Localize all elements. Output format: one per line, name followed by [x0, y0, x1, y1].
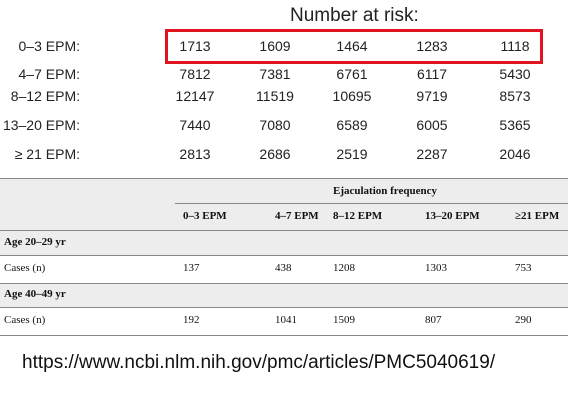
- cell-value: 2046: [499, 146, 531, 162]
- cell-value: 1609: [259, 38, 291, 54]
- cell-value: 6117: [416, 66, 448, 82]
- row-label: Cases (n): [4, 314, 46, 326]
- cell-value: 1303: [425, 262, 447, 274]
- cell-value: 1283: [416, 38, 448, 54]
- rule: [0, 283, 568, 284]
- cell-value: 6761: [336, 66, 368, 82]
- section-bg: [0, 283, 568, 307]
- highlight-box: [165, 29, 543, 64]
- cell-value: 2686: [259, 146, 291, 162]
- cell-value: 6589: [336, 117, 368, 133]
- column-header: 8–12 EPM: [333, 210, 383, 222]
- cell-value: 8573: [499, 88, 531, 104]
- rule: [0, 255, 568, 256]
- column-header: ≥21 EPM: [515, 210, 560, 222]
- cell-value: 5365: [499, 117, 531, 133]
- cell-value: 1713: [179, 38, 211, 54]
- cell-value: 7381: [259, 66, 291, 82]
- cell-value: 2519: [336, 146, 368, 162]
- section-label: Age 40–49 yr: [4, 288, 66, 300]
- cell-value: 1208: [333, 262, 355, 274]
- cell-value: 6005: [416, 117, 448, 133]
- column-header: 13–20 EPM: [425, 210, 480, 222]
- cell-value: 7440: [179, 117, 211, 133]
- row-label: Cases (n): [4, 262, 46, 274]
- cell-value: 12147: [175, 88, 215, 104]
- cell-value: 1118: [500, 38, 530, 54]
- column-header: 4–7 EPM: [275, 210, 319, 222]
- table-header-bg: [0, 178, 568, 230]
- cell-value: 290: [515, 314, 532, 326]
- rule: [0, 178, 568, 179]
- cell-value: 9719: [416, 88, 448, 104]
- cell-value: 1509: [333, 314, 355, 326]
- row-label: 4–7 EPM:: [18, 66, 80, 82]
- rule: [0, 230, 568, 231]
- row-label: 0–3 EPM:: [18, 38, 80, 54]
- rule: [0, 307, 568, 308]
- risk-title: Number at risk:: [290, 5, 419, 26]
- cell-value: 2813: [179, 146, 211, 162]
- cell-value: 2287: [416, 146, 448, 162]
- cell-value: 7080: [259, 117, 291, 133]
- row-label: 8–12 EPM:: [10, 88, 80, 104]
- rule: [175, 203, 568, 204]
- row-label: 13–20 EPM:: [2, 117, 80, 133]
- cell-value: 10695: [332, 88, 372, 104]
- column-header: 0–3 EPM: [183, 210, 227, 222]
- cell-value: 1041: [275, 314, 297, 326]
- cell-value: 137: [183, 262, 200, 274]
- row-label: ≥ 21 EPM:: [14, 146, 80, 162]
- url: https://www.ncbi.nlm.nih.gov/pmc/article…: [22, 352, 496, 373]
- cell-value: 753: [515, 262, 532, 274]
- cell-value: 192: [183, 314, 200, 326]
- rule: [0, 335, 568, 336]
- cell-value: 11519: [256, 88, 294, 104]
- group-header: Ejaculation frequency: [333, 185, 437, 197]
- cell-value: 438: [275, 262, 292, 274]
- section-bg: [0, 231, 568, 255]
- cell-value: 5430: [499, 66, 531, 82]
- cell-value: 807: [425, 314, 442, 326]
- cell-value: 1464: [336, 38, 368, 54]
- section-label: Age 20–29 yr: [4, 236, 66, 248]
- cell-value: 7812: [179, 66, 211, 82]
